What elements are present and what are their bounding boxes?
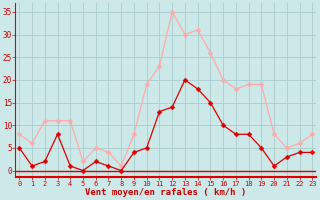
- X-axis label: Vent moyen/en rafales ( km/h ): Vent moyen/en rafales ( km/h ): [85, 188, 246, 197]
